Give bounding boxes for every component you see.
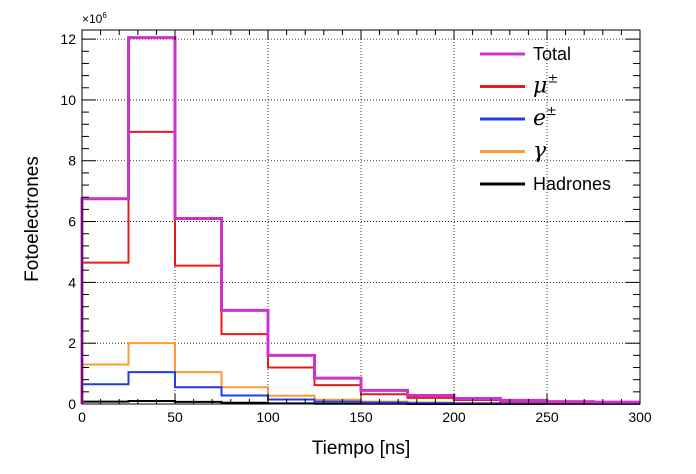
legend-label: Hadrones xyxy=(533,174,611,194)
y-tick-label: 4 xyxy=(68,274,76,290)
y-tick-label: 2 xyxy=(68,335,76,351)
x-tick-label: 250 xyxy=(535,409,559,425)
y-tick-label: 0 xyxy=(68,396,76,412)
x-tick-label: 0 xyxy=(78,409,86,425)
x-tick-label: 50 xyxy=(167,409,183,425)
tick-labels: 0 50 100 150 200 250 300 0 2 4 6 8 10 12 xyxy=(60,31,651,425)
series-line-epm xyxy=(81,371,640,405)
y-multiplier: ×106 xyxy=(82,11,107,26)
y-tick-label: 8 xyxy=(68,153,76,169)
legend-label: Total xyxy=(533,44,571,64)
y-tick-label: 6 xyxy=(68,214,76,230)
legend-label: μ± xyxy=(533,72,558,99)
y-tick-label: 10 xyxy=(60,92,76,108)
x-tick-label: 100 xyxy=(256,409,280,425)
x-axis-title: Tiempo [ns] xyxy=(312,438,411,459)
legend: Total μ± e± γ Hadrones xyxy=(480,44,611,194)
legend-label: e± xyxy=(533,104,557,131)
axis-ticks xyxy=(81,30,641,405)
x-tick-label: 300 xyxy=(628,409,652,425)
y-tick-label: 12 xyxy=(60,31,76,47)
legend-label: γ xyxy=(533,139,547,164)
y-axis-title: Fotoelectrones xyxy=(22,156,43,282)
x-tick-label: 200 xyxy=(442,409,466,425)
x-tick-label: 150 xyxy=(349,409,373,425)
